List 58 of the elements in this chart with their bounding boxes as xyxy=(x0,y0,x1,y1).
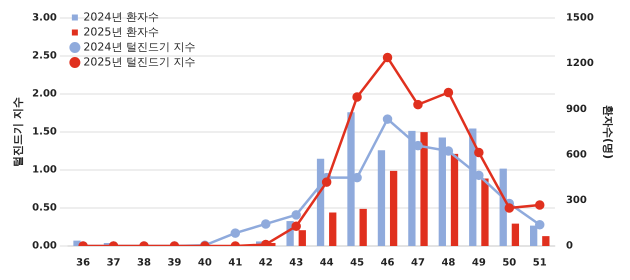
y2-tick-label: 0 xyxy=(566,240,573,252)
bar xyxy=(329,212,336,246)
bar xyxy=(378,150,386,246)
x-tick-label: 37 xyxy=(106,258,121,269)
y2-tick-label: 1500 xyxy=(566,12,594,24)
legend-label: 2024년 털진드기 지수 xyxy=(83,40,196,54)
x-tick-label: 38 xyxy=(137,258,151,269)
y2-tick-label: 1200 xyxy=(566,58,594,70)
y2-tick-label: 600 xyxy=(566,149,587,160)
x-tick-label: 50 xyxy=(502,258,516,269)
point xyxy=(352,92,362,102)
x-tick-label: 49 xyxy=(472,258,486,269)
legend-label: 2025년 털진드기 지수 xyxy=(83,55,196,68)
point xyxy=(534,200,544,210)
point xyxy=(534,220,544,230)
x-tick-label: 46 xyxy=(380,258,395,269)
x-tick-label: 51 xyxy=(532,258,547,269)
point xyxy=(504,203,514,213)
point xyxy=(230,228,240,238)
bar xyxy=(512,224,520,246)
y-tick-label: 2.50 xyxy=(32,50,57,62)
point xyxy=(382,114,392,124)
y2-axis-title: 환자수(명) xyxy=(602,104,615,160)
point xyxy=(261,219,271,229)
x-tick-label: 40 xyxy=(198,258,212,269)
point xyxy=(291,221,301,231)
x-tick-label: 45 xyxy=(350,258,364,269)
y-tick-label: 1.50 xyxy=(32,126,57,138)
bar xyxy=(450,154,458,246)
point xyxy=(382,52,392,62)
bar xyxy=(542,236,550,246)
x-tick-label: 42 xyxy=(258,258,273,269)
bar xyxy=(360,208,367,246)
y-tick-label: 0.50 xyxy=(32,202,57,214)
bar xyxy=(420,132,428,246)
x-tick-label: 39 xyxy=(167,258,182,269)
x-tick-label: 48 xyxy=(441,258,456,269)
x-tick-label: 43 xyxy=(289,258,304,269)
y2-tick-label: 900 xyxy=(566,104,587,115)
y-tick-label: 3.00 xyxy=(32,12,57,24)
legend-label: 2025년 환자수 xyxy=(83,25,159,38)
point xyxy=(413,100,423,110)
y-tick-label: 0.00 xyxy=(32,240,57,252)
x-tick-label: 44 xyxy=(320,258,334,269)
bar xyxy=(481,178,489,246)
x-tick-label: 41 xyxy=(228,258,242,269)
point xyxy=(444,88,454,98)
bar xyxy=(390,170,398,246)
x-tick-label: 36 xyxy=(76,258,90,269)
point xyxy=(474,148,484,158)
legend-label: 2024년 환자수 xyxy=(83,10,159,24)
y-tick-label: 1.00 xyxy=(32,164,57,176)
point xyxy=(291,210,301,220)
y-tick-label: 2.00 xyxy=(32,88,57,100)
point xyxy=(322,177,332,187)
y-axis-title: 털진드기 지수 xyxy=(11,97,24,167)
y2-tick-label: 300 xyxy=(566,194,587,206)
x-tick-label: 47 xyxy=(411,258,425,269)
